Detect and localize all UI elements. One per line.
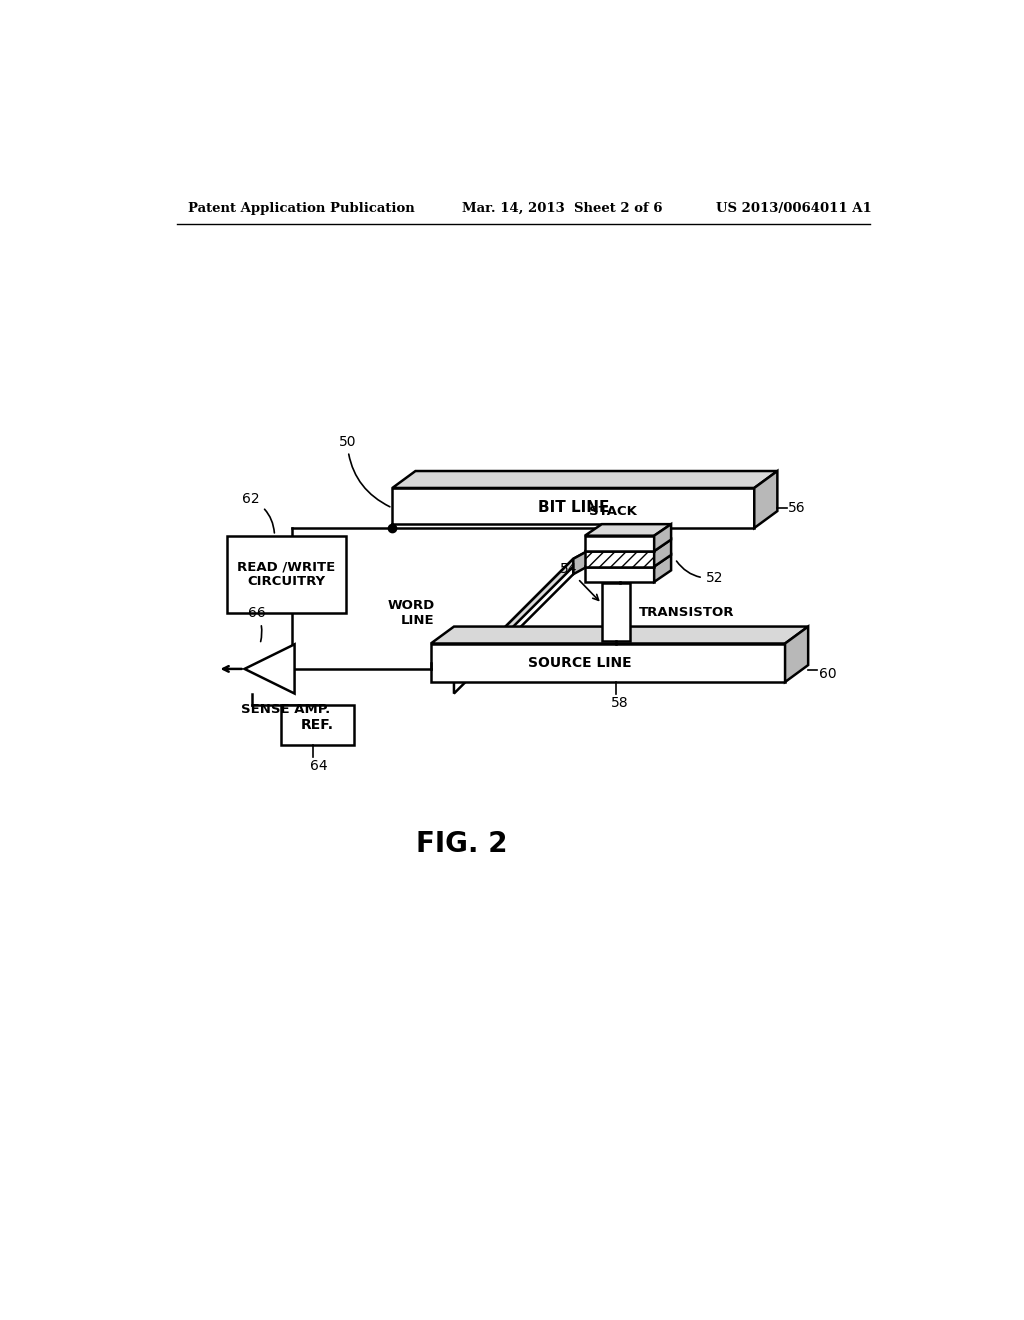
Text: 50: 50 xyxy=(339,434,390,507)
Text: US 2013/0064011 A1: US 2013/0064011 A1 xyxy=(716,202,871,215)
Polygon shape xyxy=(654,554,671,582)
Text: TRANSISTOR: TRANSISTOR xyxy=(639,606,734,619)
Text: 56: 56 xyxy=(788,502,806,515)
Polygon shape xyxy=(585,552,654,566)
Text: READ /WRITE
CIRCUITRY: READ /WRITE CIRCUITRY xyxy=(238,560,336,589)
Polygon shape xyxy=(454,558,573,693)
Polygon shape xyxy=(392,471,777,488)
Polygon shape xyxy=(431,644,785,682)
Polygon shape xyxy=(585,536,654,552)
Text: 66: 66 xyxy=(249,606,266,642)
Polygon shape xyxy=(431,627,808,644)
Bar xyxy=(226,536,346,612)
Text: WORD
LINE: WORD LINE xyxy=(387,599,435,627)
Text: FIG. 2: FIG. 2 xyxy=(416,830,508,858)
Polygon shape xyxy=(573,549,590,574)
Text: SENSE AMP.: SENSE AMP. xyxy=(241,702,330,715)
Text: BIT LINE: BIT LINE xyxy=(538,500,609,516)
Text: 60: 60 xyxy=(819,668,837,681)
Text: Mar. 14, 2013  Sheet 2 of 6: Mar. 14, 2013 Sheet 2 of 6 xyxy=(462,202,663,215)
Text: 62: 62 xyxy=(243,492,274,533)
Polygon shape xyxy=(755,471,777,528)
Text: 64: 64 xyxy=(309,759,328,774)
Polygon shape xyxy=(585,566,654,582)
Text: 54: 54 xyxy=(559,562,599,601)
Polygon shape xyxy=(654,524,671,552)
Polygon shape xyxy=(585,524,671,536)
Polygon shape xyxy=(585,540,671,552)
Polygon shape xyxy=(245,644,295,693)
Polygon shape xyxy=(654,540,671,566)
Text: SOURCE LINE: SOURCE LINE xyxy=(527,656,632,669)
Polygon shape xyxy=(785,627,808,682)
Bar xyxy=(602,583,630,642)
Text: 58: 58 xyxy=(610,696,629,710)
Polygon shape xyxy=(454,549,590,678)
Text: REF.: REF. xyxy=(301,718,334,733)
Polygon shape xyxy=(392,488,755,528)
Text: Patent Application Publication: Patent Application Publication xyxy=(188,202,415,215)
Text: STACK: STACK xyxy=(589,506,637,517)
Text: 52: 52 xyxy=(677,561,723,585)
Bar xyxy=(281,705,354,744)
Polygon shape xyxy=(585,554,671,566)
